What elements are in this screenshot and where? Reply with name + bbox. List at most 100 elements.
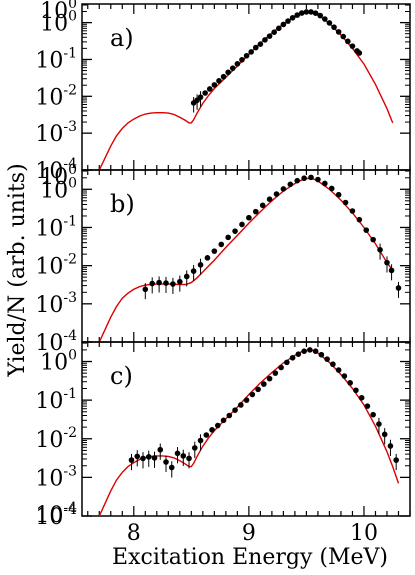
data-point xyxy=(232,407,238,413)
data-point xyxy=(134,453,141,460)
data-point xyxy=(140,455,146,462)
data-point xyxy=(243,52,250,59)
x-tick-label: 8 xyxy=(127,521,141,546)
y-tick-label: 100 xyxy=(40,162,77,190)
data-point xyxy=(330,361,336,368)
data-point xyxy=(273,191,280,197)
data-point xyxy=(308,174,314,181)
data-point xyxy=(225,234,231,241)
data-point xyxy=(294,177,301,184)
data-point xyxy=(322,180,328,187)
data-point xyxy=(163,459,169,465)
data-point xyxy=(284,359,290,366)
data-point xyxy=(216,78,222,84)
data-point xyxy=(261,381,267,387)
data-point xyxy=(341,373,348,379)
data-point xyxy=(356,50,363,56)
data-point xyxy=(353,387,359,394)
x-tick-label: 10 xyxy=(350,521,378,546)
data-point xyxy=(289,354,296,361)
model-curve xyxy=(98,177,394,343)
data-point xyxy=(342,199,349,206)
panel-label: a) xyxy=(110,24,134,52)
data-point xyxy=(246,214,252,221)
data-point xyxy=(303,9,310,15)
data-point xyxy=(226,412,233,419)
data-point xyxy=(156,279,162,286)
data-point xyxy=(128,457,135,463)
data-point xyxy=(252,208,259,215)
y-tick-label: 10-1 xyxy=(35,386,77,414)
data-point xyxy=(377,246,383,253)
y-tick-label: 10-4 xyxy=(35,328,77,356)
data-point xyxy=(335,29,342,35)
data-point xyxy=(364,403,371,409)
data-point xyxy=(204,255,211,261)
data-point xyxy=(331,24,337,31)
data-point xyxy=(318,351,325,358)
data-point xyxy=(295,351,302,357)
data-point xyxy=(324,356,330,362)
data-point xyxy=(215,422,221,429)
data-point xyxy=(225,69,231,76)
data-point xyxy=(157,446,164,453)
data-point xyxy=(149,280,156,287)
model-curve xyxy=(98,11,394,171)
data-point xyxy=(322,16,328,22)
data-point xyxy=(151,455,158,461)
data-point xyxy=(370,411,376,418)
data-point xyxy=(308,9,314,15)
data-point xyxy=(276,25,282,32)
data-point xyxy=(376,421,382,427)
data-point xyxy=(266,33,273,39)
data-point xyxy=(163,280,169,286)
data-point xyxy=(272,370,279,376)
y-tick-label: 10-2 xyxy=(35,252,77,280)
data-point xyxy=(170,281,176,287)
data-point xyxy=(285,18,291,24)
panel-2: 100 10-1 10-2 10-3 10-4 100 b) xyxy=(35,162,411,356)
data-point xyxy=(294,12,301,18)
data-point xyxy=(209,427,215,433)
y-tick-label: 10-1 xyxy=(35,45,77,73)
data-point xyxy=(349,208,356,214)
data-point xyxy=(301,348,307,354)
data-point xyxy=(388,267,395,274)
data-point xyxy=(206,86,213,92)
data-point xyxy=(370,236,376,243)
data-point xyxy=(255,386,261,393)
y-tick-label: 10-3 xyxy=(35,119,77,147)
data-point xyxy=(145,454,152,460)
data-point xyxy=(238,402,244,408)
panel-frame xyxy=(81,341,411,517)
data-point xyxy=(266,196,273,202)
y-tick-label: 10-2 xyxy=(35,82,77,110)
panel-label: c) xyxy=(110,362,133,390)
data-point xyxy=(381,431,388,438)
data-point xyxy=(257,41,264,47)
data-point xyxy=(239,221,245,228)
data-point xyxy=(349,43,356,49)
data-point xyxy=(271,29,277,35)
data-point xyxy=(335,191,342,198)
data-point xyxy=(287,181,294,188)
data-point xyxy=(280,21,287,28)
panel-label: b) xyxy=(110,190,135,218)
data-point xyxy=(249,391,256,398)
data-point xyxy=(395,285,402,291)
data-point xyxy=(299,10,305,16)
data-point xyxy=(387,443,394,449)
data-point xyxy=(220,73,227,80)
y-tick-label: 100 xyxy=(40,348,77,376)
data-point xyxy=(312,10,319,17)
y-tick-label: 10-4 xyxy=(35,500,77,528)
data-point xyxy=(307,347,313,353)
y-tick-label: 10-4 xyxy=(35,156,77,184)
data-point xyxy=(191,445,198,451)
data-point xyxy=(190,268,197,274)
x-axis-title: Excitation Energy (MeV) xyxy=(112,545,388,570)
data-point xyxy=(345,38,351,45)
data-point xyxy=(312,348,319,354)
